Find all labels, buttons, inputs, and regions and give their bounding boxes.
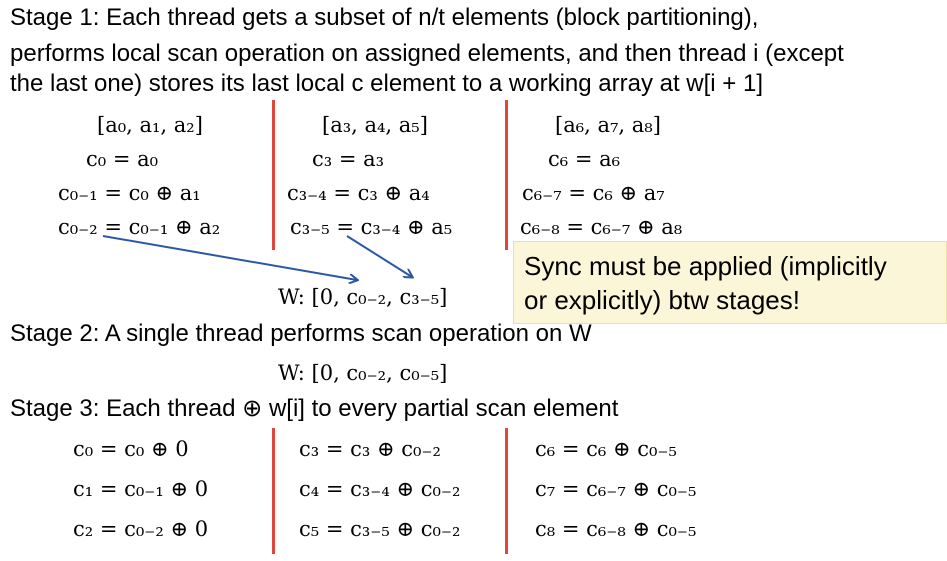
working-array-stage2: W: [0, c₀₋₂, c₀₋₅] <box>278 361 448 385</box>
s1-col1-eq3: c₀₋₂ = c₀₋₁ ⊕ a₂ <box>58 215 221 239</box>
s1-col1-eq1: c₀ = a₀ <box>86 147 159 171</box>
s1-col2-eq1: c₃ = a₃ <box>312 147 385 171</box>
stage1-line1: Stage 1: Each thread gets a subset of n/… <box>10 4 759 31</box>
sync-note-line1: Sync must be applied (implicitly <box>524 251 887 281</box>
s3-col3-eq3: c₈ = c₆₋₈ ⊕ c₀₋₅ <box>535 517 697 541</box>
s3-col2-eq1: c₃ = c₃ ⊕ c₀₋₂ <box>299 437 441 461</box>
arrow-c35-to-w <box>346 235 412 277</box>
stage1-separator-1 <box>272 100 275 250</box>
s1-col2-eq2: c₃₋₄ = c₃ ⊕ a₄ <box>287 181 430 205</box>
stage1-line2: performs local scan operation on assigne… <box>10 40 844 67</box>
stage1-line3: the last one) stores its last local c el… <box>10 70 763 97</box>
s3-col3-eq2: c₇ = c₆₋₇ ⊕ c₀₋₅ <box>535 477 697 501</box>
s3-col2-eq3: c₅ = c₃₋₅ ⊕ c₀₋₂ <box>299 517 461 541</box>
arrow-c02-to-w <box>102 235 357 280</box>
s1-col3-eq2: c₆₋₇ = c₆ ⊕ a₇ <box>522 181 665 205</box>
s1-col1-eq2: c₀₋₁ = c₀ ⊕ a₁ <box>58 181 201 205</box>
s3-col2-eq2: c₄ = c₃₋₄ ⊕ c₀₋₂ <box>299 477 461 501</box>
working-array-stage1: W: [0, c₀₋₂, c₃₋₅] <box>278 285 448 309</box>
s1-col3-array: [a₆, a₇, a₈] <box>555 113 661 137</box>
s3-col1-eq3: c₂ = c₀₋₂ ⊕ 0 <box>73 517 209 541</box>
s3-col1-eq2: c₁ = c₀₋₁ ⊕ 0 <box>73 477 209 501</box>
s3-col3-eq1: c₆ = c₆ ⊕ c₀₋₅ <box>535 437 677 461</box>
sync-note-line2: or explicitly) btw stages! <box>524 285 800 315</box>
sync-note: Sync must be applied (implicitly or expl… <box>513 241 947 324</box>
s1-col3-eq1: c₆ = a₆ <box>548 147 621 171</box>
stage3-separator-2 <box>505 428 508 554</box>
s3-col1-eq1: c₀ = c₀ ⊕ 0 <box>73 437 189 461</box>
stage3-line: Stage 3: Each thread ⊕ w[i] to every par… <box>10 395 619 422</box>
s1-col2-array: [a₃, a₄, a₅] <box>322 113 428 137</box>
s1-col1-array: [a₀, a₁, a₂] <box>97 113 203 137</box>
s1-col3-eq3: c₆₋₈ = c₆₋₇ ⊕ a₈ <box>520 215 683 239</box>
stage2-line: Stage 2: A single thread performs scan o… <box>10 320 592 347</box>
s1-col2-eq3: c₃₋₅ = c₃₋₄ ⊕ a₅ <box>290 215 453 239</box>
stage3-separator-1 <box>272 428 275 554</box>
stage1-separator-2 <box>505 100 508 250</box>
